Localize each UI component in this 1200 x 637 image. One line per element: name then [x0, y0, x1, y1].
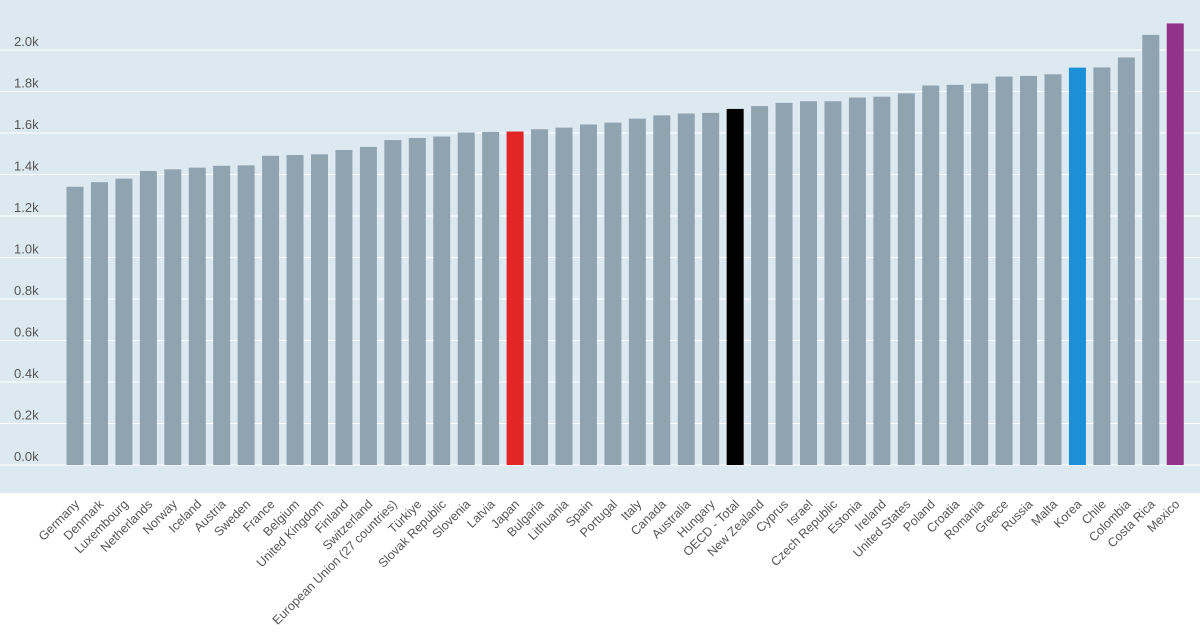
bar: [335, 150, 353, 465]
bar: [164, 169, 182, 465]
bar: [188, 167, 206, 465]
bar: [115, 178, 133, 465]
bar: [1166, 23, 1184, 465]
bar: [90, 182, 108, 465]
bar: [286, 155, 304, 465]
bar: [482, 131, 500, 465]
bar: [922, 85, 940, 465]
bar: [579, 124, 597, 466]
bar: [1068, 67, 1086, 465]
bar: [555, 127, 573, 466]
bar: [848, 97, 866, 466]
bar: [1117, 57, 1135, 465]
y-tick-label: 1.2k: [14, 200, 39, 215]
bar: [359, 146, 377, 465]
bar: [433, 136, 451, 465]
bar: [237, 165, 255, 465]
x-axis-category-labels: GermanyDenmarkLuxembourgNetherlandsNorwa…: [36, 497, 1183, 628]
bar: [408, 137, 426, 466]
bar: [384, 140, 402, 465]
bar: [531, 129, 549, 465]
y-tick-label: 0.8k: [14, 283, 39, 298]
x-tick-label: Korea: [1051, 497, 1085, 531]
bar: [677, 113, 695, 465]
bar: [775, 102, 793, 465]
bars: [66, 23, 1184, 466]
y-tick-label: 1.6k: [14, 117, 39, 132]
y-tick-label: 1.0k: [14, 242, 39, 257]
y-tick-label: 0.4k: [14, 366, 39, 381]
y-tick-label: 2.0k: [14, 34, 39, 49]
bar: [995, 76, 1013, 465]
bar: [506, 131, 524, 466]
bar: [66, 186, 84, 466]
bar: [1044, 74, 1062, 465]
y-tick-label: 1.8k: [14, 76, 39, 91]
bar: [873, 96, 891, 465]
bar: [824, 101, 842, 465]
bar: [1020, 75, 1038, 465]
bar: [139, 170, 157, 465]
bar: [800, 101, 817, 465]
bar: [946, 84, 964, 466]
bar: [262, 155, 280, 465]
bar: [702, 112, 720, 466]
bar: [628, 118, 646, 466]
y-axis-tick-labels: 0.0k 0.2k 0.4k 0.6k 0.8k 1.0k 1.2k 1.4k 1.6k 1.8k…: [14, 34, 39, 464]
y-tick-label: 0.2k: [14, 408, 39, 423]
bar: [897, 93, 915, 466]
bar: [1142, 34, 1160, 465]
y-tick-label: 1.4k: [14, 159, 39, 174]
y-tick-label: 0.0k: [14, 449, 39, 464]
bar: [311, 154, 328, 465]
bar: [726, 108, 744, 466]
bar: [971, 83, 989, 466]
bar: [213, 165, 231, 466]
bar: [457, 132, 475, 465]
bar: [1093, 67, 1111, 466]
bar: [751, 106, 769, 465]
y-tick-label: 0.6k: [14, 325, 39, 340]
bar: [653, 115, 671, 466]
bar: [604, 122, 622, 466]
